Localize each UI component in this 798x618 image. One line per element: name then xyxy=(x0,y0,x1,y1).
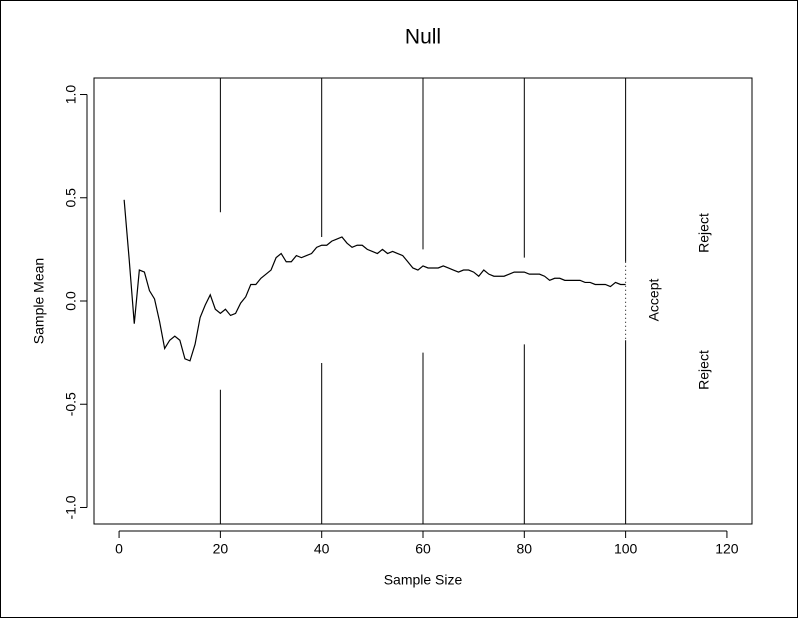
x-tick-label: 40 xyxy=(314,541,330,557)
y-axis-label: Sample Mean xyxy=(31,258,47,344)
annotation: Reject xyxy=(696,213,712,253)
y-tick-label: 0.0 xyxy=(63,291,79,311)
x-tick-label: 20 xyxy=(213,541,229,557)
data-line xyxy=(123,199,626,362)
x-axis-label: Sample Size xyxy=(384,572,463,588)
annotation: Accept xyxy=(646,278,662,321)
chart-title: Null xyxy=(405,26,441,49)
y-tick-label: -1.0 xyxy=(63,495,79,519)
x-tick-label: 120 xyxy=(715,541,739,557)
x-tick-label: 0 xyxy=(115,541,123,557)
x-tick-label: 60 xyxy=(415,541,431,557)
x-tick-label: 100 xyxy=(614,541,638,557)
annotation: Reject xyxy=(696,350,712,390)
y-tick-label: 1.0 xyxy=(63,85,79,105)
x-tick-label: 80 xyxy=(517,541,533,557)
y-tick-label: 0.5 xyxy=(63,188,79,208)
y-tick-label: -0.5 xyxy=(63,392,79,416)
